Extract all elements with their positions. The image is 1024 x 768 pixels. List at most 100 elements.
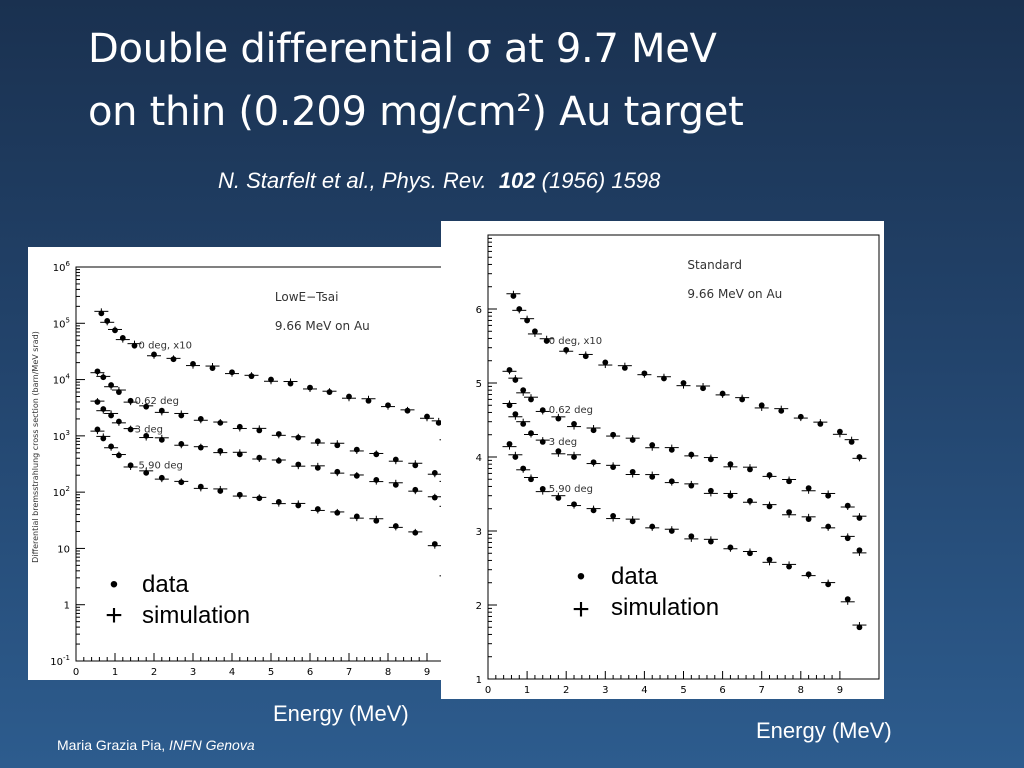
data-point: [385, 402, 391, 409]
data-point: [431, 494, 438, 501]
y-tick-label: 3: [476, 527, 482, 538]
data-point: [825, 581, 832, 588]
data-point: [668, 528, 675, 534]
title-line-1-end: at 9.7 MeV: [491, 26, 717, 72]
data-point: [727, 461, 734, 468]
x-tick-label: 8: [385, 667, 391, 678]
data-point: [610, 464, 617, 471]
series-0: 0 deg, x10: [506, 290, 867, 462]
data-point: [629, 518, 636, 525]
data-point: [256, 454, 263, 461]
data-point: [506, 367, 513, 373]
slide-title: Double differential σ at 9.7 MeV on thin…: [88, 22, 988, 139]
tick-base: 10: [53, 432, 66, 443]
data-point: [520, 465, 527, 472]
data-point: [661, 375, 667, 382]
data-point: [314, 438, 321, 445]
title-superscript: 2: [516, 89, 532, 117]
legend-data-marker: •: [109, 571, 119, 598]
data-point: [268, 376, 274, 383]
data-point: [778, 407, 785, 414]
x-tick-label: 4: [229, 667, 235, 678]
sigma-symbol: σ: [466, 26, 492, 72]
data-point: [747, 466, 753, 473]
data-point: [668, 478, 675, 485]
data-point: [197, 483, 204, 490]
data-point: [739, 396, 746, 403]
data-point: [649, 442, 656, 448]
data-point: [431, 541, 438, 547]
data-point: [621, 364, 628, 371]
energy-label: 9.66 MeV on Au: [687, 287, 782, 301]
data-point: [209, 365, 216, 371]
data-point: [392, 523, 399, 529]
y-tick-label: 10: [57, 544, 70, 555]
data-point: [727, 544, 734, 551]
series-label: 3 deg: [549, 437, 577, 448]
data-point: [668, 446, 675, 453]
data-point: [158, 407, 165, 414]
data-point: [143, 469, 150, 476]
x-tick-label: 5: [680, 685, 686, 696]
legend-simulation-label: simulation: [611, 594, 720, 621]
right-plot-panel: 0 1 2 3 4 5 6 7 8 9 1 2 3 4 5 6 Standard 9.66 MeV on Au 0 …: [441, 221, 884, 699]
data-point: [314, 506, 321, 512]
data-point: [856, 624, 863, 631]
x-tick-label: 7: [346, 667, 352, 678]
data-point: [727, 492, 734, 499]
data-point: [629, 468, 636, 475]
x-tick-label: 1: [524, 685, 530, 696]
data-point: [629, 437, 636, 443]
data-point: [373, 517, 380, 524]
tick-base: 10: [53, 263, 66, 274]
tick-base: 10: [53, 488, 66, 499]
data-point: [582, 353, 589, 360]
data-point: [512, 411, 519, 417]
y-tick-label: 6: [476, 305, 482, 316]
data-point: [143, 403, 150, 410]
x-tick-label: 9: [424, 667, 430, 678]
data-point: [373, 477, 380, 483]
x-tick-label: 2: [563, 685, 569, 696]
data-point: [641, 370, 648, 377]
title-line-2: on thin (0.209 mg/cm2) Au target: [88, 89, 744, 135]
data-point: [127, 397, 134, 404]
energy-label: 9.66 MeV on Au: [275, 319, 370, 333]
series-label: 0 deg, x10: [139, 341, 192, 352]
left-energy-caption: Energy (MeV): [273, 701, 409, 726]
tick-exponent: 2: [66, 485, 70, 493]
y-tick-label: 104: [53, 373, 71, 387]
data-point: [116, 418, 122, 425]
data-point: [353, 472, 360, 479]
tick-base: 10: [53, 376, 66, 387]
data-point: [392, 481, 399, 488]
data-point: [412, 462, 419, 469]
data-point: [112, 327, 118, 334]
data-point: [158, 436, 165, 443]
data-point: [649, 523, 656, 530]
x-tick-label: 0: [73, 667, 79, 678]
data-point: [197, 444, 204, 451]
data-point: [506, 402, 513, 409]
data-point: [119, 334, 126, 341]
data-point: [104, 318, 111, 324]
data-point: [786, 509, 792, 516]
data-point: [817, 421, 824, 427]
model-label: LowE−Tsai: [275, 290, 339, 304]
data-point: [334, 468, 341, 475]
data-point: [825, 492, 832, 499]
series-label: 0.62 deg: [135, 396, 179, 407]
data-point: [190, 360, 196, 367]
data-point: [844, 596, 851, 603]
data-point: [100, 374, 107, 381]
data-point: [275, 431, 282, 437]
data-point: [688, 533, 695, 540]
legend-simulation-marker: +: [572, 593, 590, 626]
x-tick-label: 3: [602, 685, 608, 696]
data-point: [700, 385, 706, 392]
tick-exponent: 6: [66, 260, 71, 268]
data-point: [275, 457, 282, 464]
data-point: [680, 380, 687, 386]
series-1: 0.62 deg: [502, 367, 867, 521]
y-tick-label: 5: [476, 379, 482, 390]
